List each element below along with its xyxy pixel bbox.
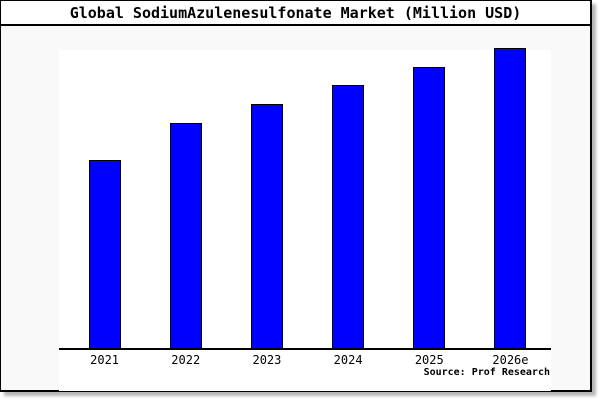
bar-slot-2025: [389, 50, 470, 348]
x-tick-label-2026e: 2026e: [492, 353, 529, 367]
bar-slot-2021: [64, 50, 145, 348]
bars-container: [59, 48, 551, 350]
bar-slot-2023: [226, 50, 307, 348]
bar-2025: [413, 67, 446, 348]
chart-title-bar: Global SodiumAzulenesulfonate Market (Mi…: [1, 1, 590, 26]
bar-slot-2024: [308, 50, 389, 348]
x-tick-label-2025: 2025: [414, 353, 444, 367]
bar-slot-2026e: [470, 48, 551, 348]
bar-2026e: [494, 48, 527, 348]
bar-2021: [88, 160, 121, 348]
x-tick-label-2024: 2024: [333, 353, 363, 367]
x-tick-label-2023: 2023: [252, 353, 282, 367]
x-axis-labels: 2021 2022 2023 2024 2025 2026e: [59, 353, 551, 367]
bar-2023: [250, 104, 283, 348]
plot-area: 2021 2022 2023 2024 2025 2026e Source: Prof R…: [59, 48, 551, 391]
bar-slot-2022: [145, 50, 226, 348]
bar-2022: [169, 123, 202, 348]
x-tick-label-2022: 2022: [171, 353, 201, 367]
bar-2024: [332, 85, 365, 348]
source-credit: Source: Prof Research: [423, 367, 550, 378]
chart-card: Global SodiumAzulenesulfonate Market (Mi…: [0, 0, 592, 392]
x-tick-label-2021: 2021: [90, 353, 120, 367]
chart-title: Global SodiumAzulenesulfonate Market (Mi…: [69, 4, 522, 22]
